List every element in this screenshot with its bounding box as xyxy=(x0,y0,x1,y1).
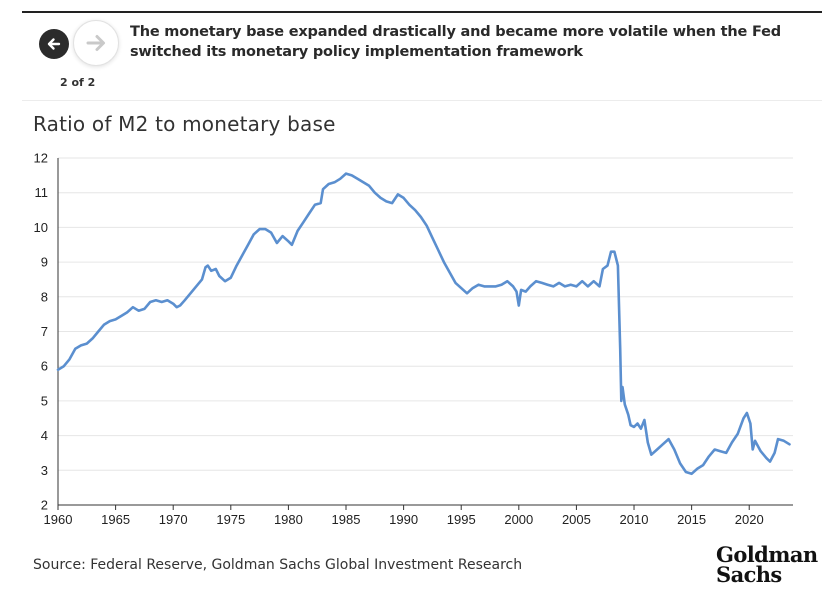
forward-button[interactable] xyxy=(73,20,119,66)
headline: The monetary base expanded drastically a… xyxy=(130,24,781,60)
y-tick-label: 8 xyxy=(41,289,48,304)
y-tick-label: 12 xyxy=(34,151,48,166)
x-tick-label: 1960 xyxy=(44,512,73,527)
back-button[interactable] xyxy=(39,29,69,59)
goldman-sachs-logo: Goldman Sachs xyxy=(716,542,818,587)
x-tick-label: 2005 xyxy=(562,512,591,527)
gridlines xyxy=(57,157,793,506)
y-tick-label: 5 xyxy=(41,393,48,408)
series-line-0 xyxy=(56,172,791,476)
y-tick-label: 7 xyxy=(41,324,48,339)
x-tick-label: 1985 xyxy=(332,512,361,527)
x-tick-label: 1970 xyxy=(159,512,188,527)
x-tick-label: 1995 xyxy=(447,512,476,527)
x-tick-label: 2015 xyxy=(677,512,706,527)
y-tick-label: 11 xyxy=(35,185,49,200)
logo-line-2: Sachs xyxy=(716,562,782,587)
y-tick-label: 2 xyxy=(41,498,48,513)
x-tick-label: 2020 xyxy=(735,512,764,527)
logo-line-1: Goldman xyxy=(716,542,818,567)
series-group xyxy=(56,172,791,476)
arrow-right-icon xyxy=(86,35,105,51)
arrow-left-icon xyxy=(47,38,61,50)
x-tick-label: 1990 xyxy=(389,512,418,527)
y-tick-label: 10 xyxy=(34,220,48,235)
slide-counter: 2 of 2 xyxy=(60,76,96,89)
x-tick-label: 1975 xyxy=(216,512,245,527)
x-tick-label: 1980 xyxy=(274,512,303,527)
y-axis-ticks: 2 3 4 5 6 7 8 9 10 11 12 xyxy=(34,151,48,513)
source-note: Source: Federal Reserve, Goldman Sachs G… xyxy=(33,557,523,573)
y-tick-label: 4 xyxy=(41,428,48,443)
y-tick-label: 9 xyxy=(41,255,48,270)
header-divider xyxy=(22,100,822,101)
x-axis-ticks: 1960 1965 1970 1975 1980 1985 1990 1995 2000 2005… xyxy=(44,505,764,527)
y-tick-label: 6 xyxy=(41,359,48,374)
top-rule xyxy=(22,11,822,13)
chart-title: Ratio of M2 to monetary base xyxy=(33,112,336,136)
x-tick-label: 1965 xyxy=(101,512,130,527)
y-tick-label: 3 xyxy=(41,463,48,478)
x-tick-label: 2010 xyxy=(620,512,649,527)
x-tick-label: 2000 xyxy=(504,512,533,527)
